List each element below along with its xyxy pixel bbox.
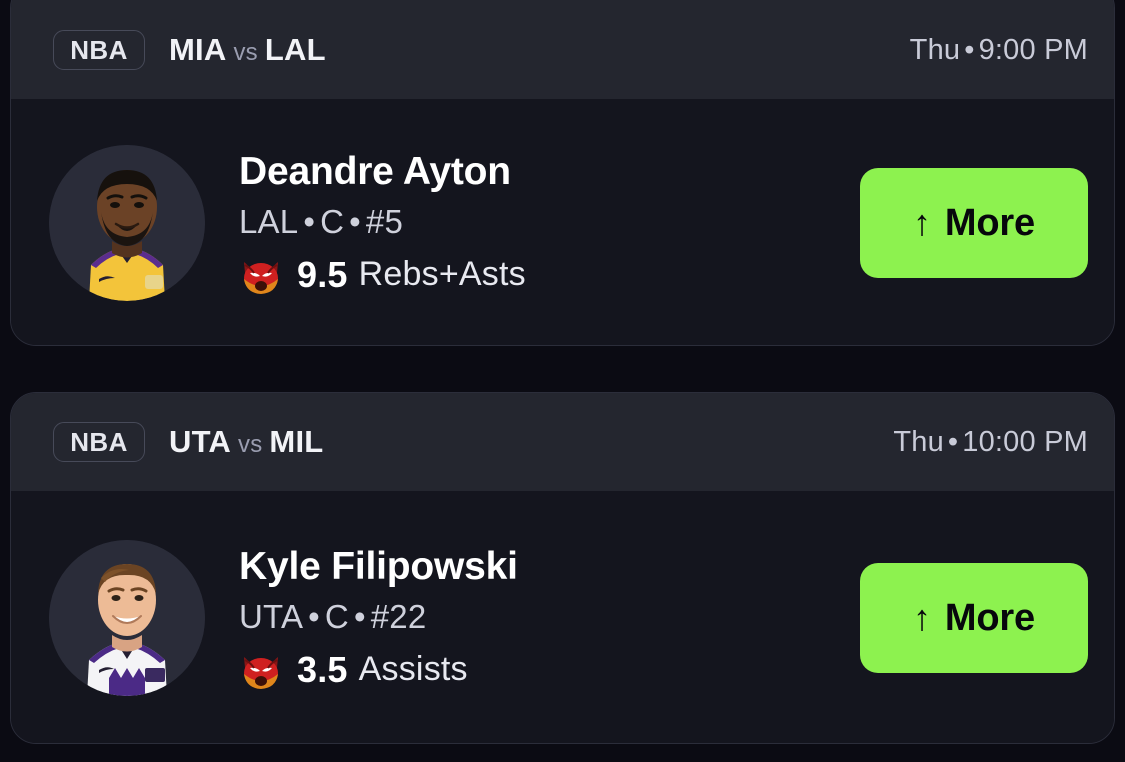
matchup-away-team: MIA: [169, 32, 227, 67]
game-card-header: NBA UTA vs MIL Thu • 10:00 PM: [11, 393, 1114, 491]
player-meta-separator-1: •: [308, 597, 320, 635]
player-team: LAL: [239, 202, 299, 240]
arrow-up-icon: ↑: [913, 202, 931, 243]
player-meta: UTA • C • #22: [239, 598, 840, 636]
game-time: Thu • 9:00 PM: [910, 34, 1088, 67]
player-info: Kyle Filipowski UTA • C • #22: [239, 545, 840, 691]
prop-stat-line: 9.5 Rebs+Asts: [239, 254, 840, 296]
player-meta-separator-2: •: [349, 202, 361, 240]
game-day: Thu: [893, 425, 944, 458]
game-start-time: 9:00 PM: [978, 33, 1088, 66]
game-time-separator: •: [964, 33, 975, 66]
player-position: C: [320, 202, 345, 240]
prop-stat-label: Assists: [358, 650, 468, 689]
more-button[interactable]: ↑ More: [860, 168, 1088, 278]
matchup-vs-label: vs: [233, 39, 258, 66]
player-info: Deandre Ayton LAL • C • #5: [239, 150, 840, 296]
player-team: UTA: [239, 597, 304, 635]
player-avatar: [49, 540, 205, 696]
prop-stat-value: 9.5: [297, 253, 348, 295]
matchup-title: MIA vs LAL: [169, 32, 326, 68]
game-start-time: 10:00 PM: [962, 425, 1088, 458]
game-card[interactable]: NBA UTA vs MIL Thu • 10:00 PM: [10, 392, 1115, 744]
league-badge: NBA: [53, 422, 145, 462]
more-button[interactable]: ↑ More: [860, 563, 1088, 673]
game-card[interactable]: NBA MIA vs LAL Thu • 9:00 PM: [10, 0, 1115, 346]
game-time: Thu • 10:00 PM: [893, 426, 1088, 459]
player-meta: LAL • C • #5: [239, 203, 840, 241]
player-number: #5: [365, 202, 404, 240]
devil-face-icon: [239, 255, 283, 295]
matchup-vs-label: vs: [238, 431, 263, 458]
more-button-label: More: [944, 596, 1035, 639]
game-card-header: NBA MIA vs LAL Thu • 9:00 PM: [11, 0, 1114, 99]
player-avatar: [49, 145, 205, 301]
game-time-separator: •: [947, 425, 959, 458]
player-name: Kyle Filipowski: [239, 545, 518, 589]
matchup-home-team: LAL: [264, 32, 326, 67]
matchup-title: UTA vs MIL: [169, 424, 323, 460]
more-button-label: More: [944, 201, 1035, 244]
prop-stat-line: 3.5 Assists: [239, 649, 840, 691]
player-number: #22: [370, 597, 427, 635]
player-position: C: [324, 597, 349, 635]
prop-stat-label: Rebs+Asts: [358, 255, 526, 294]
player-prop-row: Kyle Filipowski UTA • C • #22: [11, 491, 1114, 743]
arrow-up-icon: ↑: [913, 597, 931, 638]
player-name: Deandre Ayton: [239, 150, 511, 194]
player-meta-separator-2: •: [353, 597, 366, 635]
league-badge: NBA: [53, 30, 145, 70]
devil-face-icon: [239, 650, 283, 690]
game-day: Thu: [909, 33, 961, 66]
matchup-away-team: UTA: [169, 424, 232, 459]
prop-stat-value: 3.5: [297, 648, 348, 690]
player-meta-separator-1: •: [303, 202, 316, 240]
player-prop-row: Deandre Ayton LAL • C • #5: [11, 99, 1114, 345]
matchup-home-team: MIL: [269, 424, 324, 459]
